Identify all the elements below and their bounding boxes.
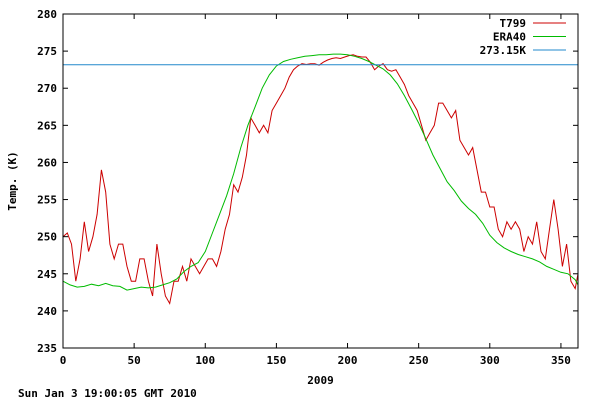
x-tick-label: 350: [551, 354, 571, 367]
legend-label: ERA40: [493, 31, 526, 44]
x-tick-label: 50: [128, 354, 141, 367]
x-tick-label: 250: [409, 354, 429, 367]
y-tick-label: 270: [37, 82, 57, 95]
y-tick-label: 235: [37, 342, 57, 355]
y-tick-label: 240: [37, 305, 57, 318]
series-line-t799: [62, 54, 579, 305]
y-tick-label: 265: [37, 119, 57, 132]
y-tick-label: 250: [37, 231, 57, 244]
x-tick-label: 150: [266, 354, 286, 367]
timestamp-footer: Sun Jan 3 19:00:05 GMT 2010: [18, 387, 197, 400]
y-tick-label: 280: [37, 8, 57, 21]
y-axis-label: Temp. (K): [6, 151, 19, 211]
legend-label: 273.15K: [480, 44, 527, 57]
plot-frame: [62, 13, 579, 349]
x-tick-label: 300: [480, 354, 500, 367]
series-line-era40: [62, 53, 579, 291]
x-tick-label: 100: [195, 354, 215, 367]
y-tick-label: 245: [37, 268, 57, 281]
y-tick-label: 260: [37, 156, 57, 169]
x-axis-label: 2009: [307, 374, 334, 387]
y-tick-label: 275: [37, 45, 57, 58]
x-tick-label: 0: [60, 354, 67, 367]
x-tick-label: 200: [338, 354, 358, 367]
legend-label: T799: [500, 17, 527, 30]
y-tick-label: 255: [37, 194, 57, 207]
